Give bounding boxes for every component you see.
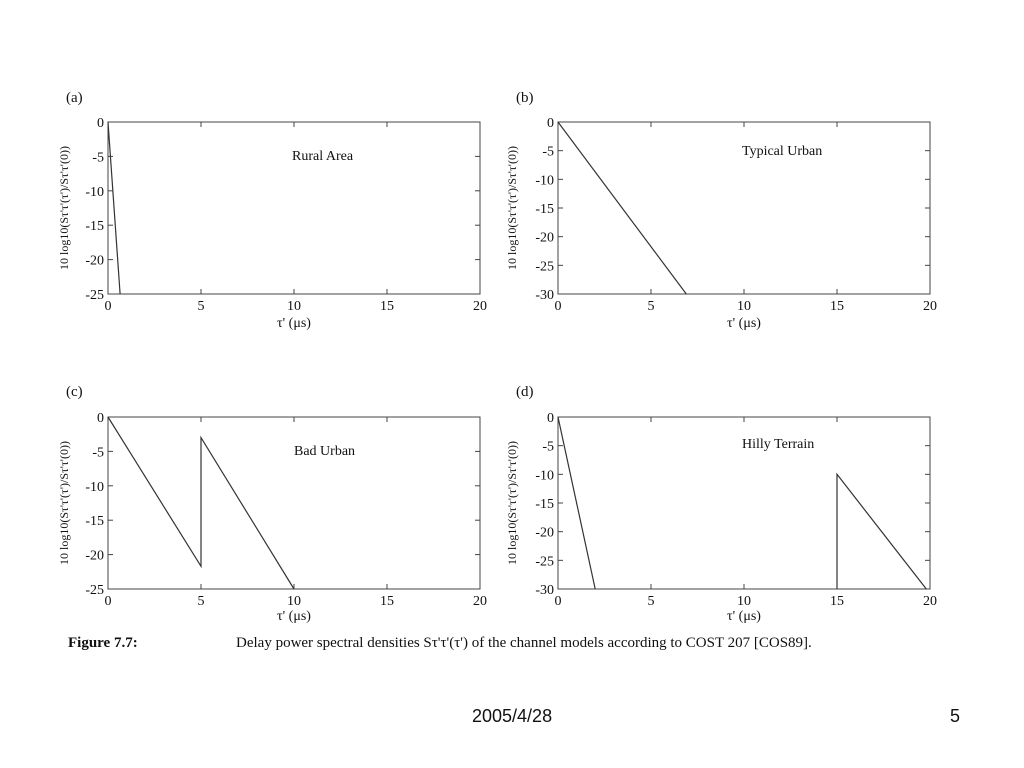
x-tick-label: 0 (105, 594, 112, 609)
y-tick-label: -10 (85, 185, 104, 200)
x-tick-label: 5 (648, 594, 655, 609)
x-tick-label: 10 (737, 299, 751, 314)
x-axis-label: τ' (μs) (727, 609, 761, 624)
chart-panel-1: 0 5 10 15 20 0 -5 -10 -15 -20 -25 Rural Area (a) τ' (… (57, 90, 487, 331)
y-tick-label: -15 (85, 514, 104, 529)
x-tick-label: 10 (287, 594, 301, 609)
chart-panel-3: 0 5 10 15 20 0 -5 -10 -15 -20 -25 Bad Urban (c) τ' (μ… (57, 384, 487, 624)
x-tick-label: 20 (473, 299, 487, 314)
series-line (107, 416, 295, 590)
y-tick-label: -5 (92, 150, 104, 165)
x-tick-label: 15 (380, 594, 394, 609)
series-line (557, 416, 596, 590)
chart-panel-4: 0 5 10 15 20 0 -5 -10 -15 -20 -25 -30 Hilly Terrain (… (505, 384, 937, 624)
footer-page-number: 5 (950, 706, 961, 726)
x-tick-label: 20 (473, 594, 487, 609)
y-tick-label: -5 (542, 440, 554, 455)
x-tick-label: 20 (923, 299, 937, 314)
x-axis-label: τ' (μs) (277, 316, 311, 331)
y-tick-label: -5 (92, 445, 104, 460)
x-tick-label: 0 (555, 299, 562, 314)
panel-annotation: Hilly Terrain (742, 437, 814, 452)
y-tick-label: 0 (547, 411, 554, 426)
y-tick-label: -10 (85, 480, 104, 495)
panel-label: (b) (516, 90, 534, 106)
y-tick-label: -20 (535, 526, 554, 541)
y-tick-label: -15 (85, 219, 104, 234)
y-tick-label: -25 (85, 288, 104, 303)
x-tick-label: 5 (198, 594, 205, 609)
y-tick-label: -10 (535, 468, 554, 483)
panel-label: (a) (66, 90, 83, 106)
x-axis-label: τ' (μs) (727, 316, 761, 331)
x-tick-label: 15 (830, 594, 844, 609)
panel-annotation: Rural Area (292, 149, 354, 164)
x-tick-label: 15 (830, 299, 844, 314)
x-tick-label: 0 (105, 299, 112, 314)
panel-annotation: Bad Urban (294, 444, 355, 459)
figure-svg: 0 5 10 15 20 0 -5 -10 -15 -20 -25 Rural Area (a) τ' (… (57, 90, 937, 624)
y-tick-label: -20 (85, 254, 104, 269)
series-line (557, 121, 687, 295)
y-tick-label: -30 (535, 583, 554, 598)
caption-text: Delay power spectral densities Sτ'τ'(τ')… (236, 635, 812, 651)
x-tick-label: 10 (737, 594, 751, 609)
y-tick-label: 0 (97, 411, 104, 426)
chart-panel-2: 0 5 10 15 20 0 -5 -10 -15 -20 -25 -30 Typical Urban (… (505, 90, 937, 331)
x-tick-label: 10 (287, 299, 301, 314)
x-tick-label: 15 (380, 299, 394, 314)
series-line (107, 121, 121, 295)
x-axis-label: τ' (μs) (277, 609, 311, 624)
panel-label: (d) (516, 384, 534, 400)
y-tick-label: 0 (547, 116, 554, 131)
x-tick-label: 20 (923, 594, 937, 609)
y-tick-label: -30 (535, 288, 554, 303)
x-tick-label: 5 (198, 299, 205, 314)
y-tick-label: -25 (85, 583, 104, 598)
y-tick-label: -15 (535, 202, 554, 217)
y-axis-label: 10 log10(Sτ'τ'(τ')/Sτ'τ'(0)) (57, 146, 71, 270)
plot-frame (107, 416, 481, 590)
y-tick-label: 0 (97, 116, 104, 131)
y-tick-label: -20 (85, 549, 104, 564)
y-axis-label: 10 log10(Sτ'τ'(τ')/Sτ'τ'(0)) (57, 441, 71, 565)
plot-frame (107, 121, 481, 295)
x-tick-label: 0 (555, 594, 562, 609)
y-tick-label: -15 (535, 497, 554, 512)
y-tick-label: -25 (535, 259, 554, 274)
y-tick-label: -10 (535, 173, 554, 188)
caption-label: Figure 7.7: (68, 635, 138, 651)
y-axis-label: 10 log10(Sτ'τ'(τ')/Sτ'τ'(0)) (505, 146, 519, 270)
y-tick-label: -5 (542, 145, 554, 160)
series-line (836, 472, 927, 590)
y-axis-label: 10 log10(Sτ'τ'(τ')/Sτ'τ'(0)) (505, 441, 519, 565)
y-tick-label: -25 (535, 554, 554, 569)
x-tick-label: 5 (648, 299, 655, 314)
panel-label: (c) (66, 384, 83, 400)
panel-annotation: Typical Urban (742, 144, 822, 159)
footer-date: 2005/4/28 (472, 706, 553, 726)
y-tick-label: -20 (535, 231, 554, 246)
